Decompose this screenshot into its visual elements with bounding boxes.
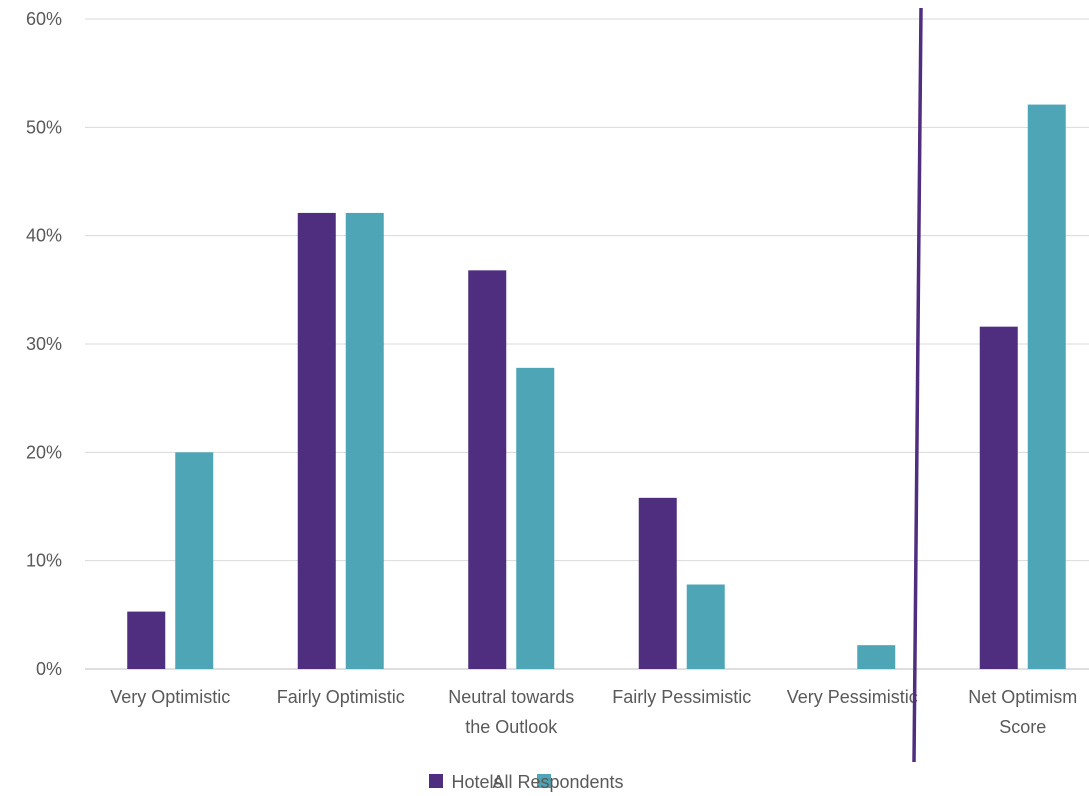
bar-all-respondents [686,584,725,669]
bar-hotels [638,497,677,669]
divider-line [912,7,923,763]
legend-label: Hotels [451,772,502,792]
y-tick-label: 30% [26,334,62,354]
bar-hotels [127,611,166,669]
legend-label: All Respondents [492,772,623,792]
divider-line [912,7,923,763]
x-category-label: Fairly Optimistic [277,687,405,707]
y-tick-label: 0% [36,659,62,679]
y-tick-label: 60% [26,9,62,29]
x-category-label: Fairly Pessimistic [612,687,751,707]
x-category-label: Very Optimistic [110,687,230,707]
bar-hotels [979,326,1018,669]
bar-all-respondents [175,452,214,669]
x-axis-labels: Very Optimistic Fairly Optimistic Neutral … [110,687,1077,737]
x-category-label: Net Optimism [968,687,1077,707]
y-tick-label: 10% [26,551,62,571]
y-tick-label: 50% [26,117,62,137]
gridlines [85,18,1089,670]
legend-swatch [429,774,443,788]
bar-hotels [297,212,336,669]
x-category-label: the Outlook [465,717,558,737]
bars [127,104,1066,670]
bar-all-respondents [345,212,384,669]
bar-all-respondents [857,645,896,669]
bar-hotels [468,270,507,669]
y-axis-ticks: 0% 10% 20% 30% 40% 50% 60% [26,9,62,679]
y-tick-label: 40% [26,226,62,246]
bar-all-respondents [516,367,555,669]
x-category-label: Score [999,717,1046,737]
x-category-label: Neutral towards [448,687,574,707]
y-tick-label: 20% [26,442,62,462]
legend-swatch [537,774,551,788]
bar-all-respondents [1027,104,1066,670]
x-category-label: Very Pessimistic [787,687,918,707]
